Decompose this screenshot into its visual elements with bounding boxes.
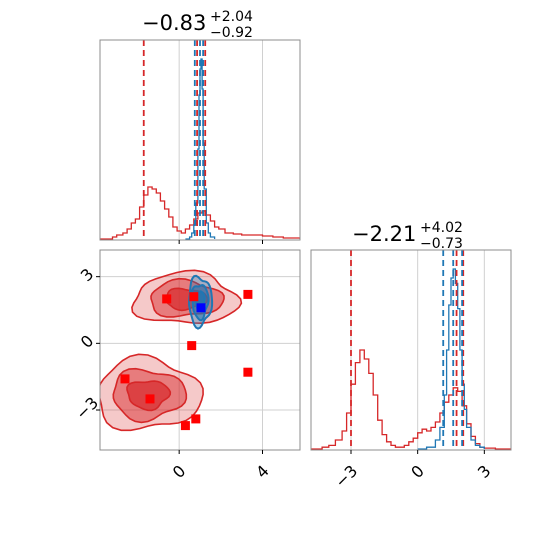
x-tick-label: 0 xyxy=(407,461,428,482)
scatter-point xyxy=(162,294,172,304)
scatter-point xyxy=(243,367,253,377)
title-upper-error: +2.04 xyxy=(210,9,253,25)
y-tick-label: −3 xyxy=(72,393,102,423)
panel-frame xyxy=(99,39,301,241)
title-lower-error: −0.92 xyxy=(210,25,253,41)
scatter-point xyxy=(243,289,253,299)
scatter-point xyxy=(189,292,199,302)
y-tick-label: 3 xyxy=(77,265,98,286)
scatter-point xyxy=(191,414,201,424)
x-tick-label: 0 xyxy=(169,461,190,482)
scatter-point xyxy=(180,421,190,431)
panel-frame xyxy=(99,249,301,451)
histogram-series-1 xyxy=(185,58,216,240)
title-lower-error: −0.73 xyxy=(420,236,463,252)
scatter-point xyxy=(145,394,155,404)
joint-panel: 0 4 −3 0 3 xyxy=(72,249,301,482)
scatter-point xyxy=(120,374,130,384)
histogram-series-0 xyxy=(100,186,300,240)
x-tick-label: 3 xyxy=(474,461,495,482)
x-tick-label: −3 xyxy=(331,461,361,491)
title-param-2: −2.21 +4.02 −0.73 xyxy=(352,220,463,252)
y-tick-label: 0 xyxy=(77,331,98,352)
title-value: −2.21 xyxy=(352,222,416,246)
title-value: −0.83 xyxy=(142,11,206,35)
marginal-panel-param-1 xyxy=(99,39,301,244)
histogram-series-0 xyxy=(311,349,511,450)
title-upper-error: +4.02 xyxy=(420,220,463,236)
histogram-series-1 xyxy=(417,268,485,450)
scatter-point xyxy=(196,303,206,313)
scatter-point xyxy=(187,341,197,351)
marginal-panel-param-2: −3 0 3 xyxy=(310,249,512,491)
panel-frame xyxy=(310,249,512,451)
x-tick-label: 4 xyxy=(252,461,273,482)
title-param-1: −0.83 +2.04 −0.92 xyxy=(142,9,253,41)
